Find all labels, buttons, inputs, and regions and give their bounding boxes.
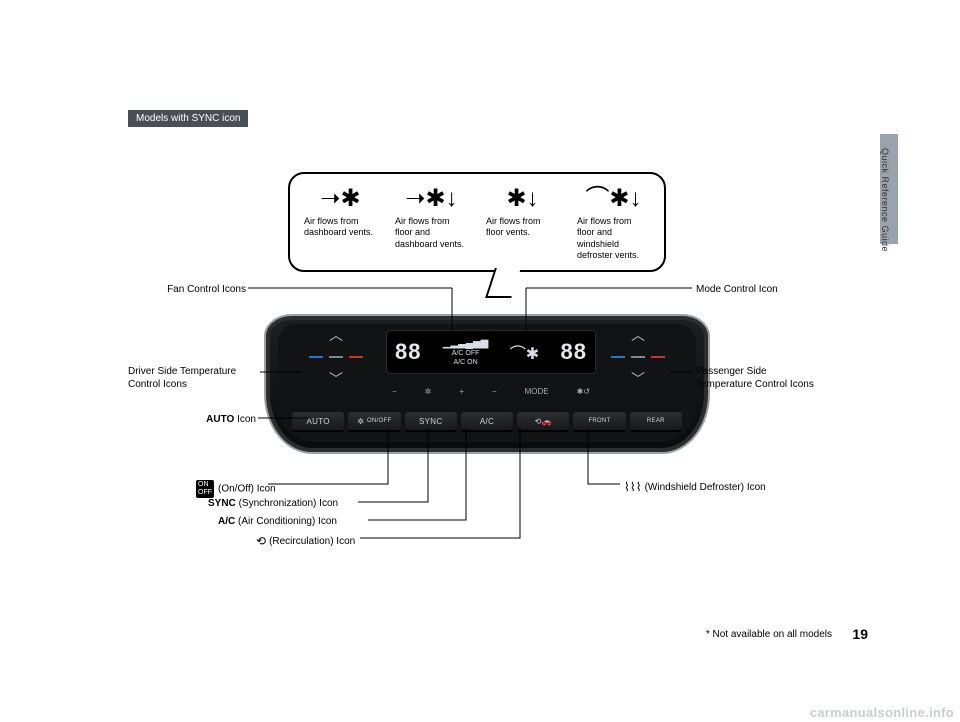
label-fan-control: Fan Control Icons [150,284,246,297]
page-number: 19 [852,626,868,642]
fan-icon: ✲ [357,417,364,426]
mode-floor-defrost-label: Air flows from floor and windshield defr… [577,216,650,261]
auto-button[interactable]: AUTO [292,412,344,432]
label-sync-rest: (Synchronization) Icon [236,498,338,509]
button-row: AUTO ✲ ON/OFF SYNC A/C ⟲🚗 FRONT REAR [292,410,682,434]
mode-floor-label: Air flows from floor vents. [486,216,559,239]
rear-defrost-label: REAR [647,418,665,424]
chevron-up-icon: ︿ [631,330,645,340]
sync-button[interactable]: SYNC [405,412,457,432]
mode-cycle-icon[interactable]: ✱↺ [577,387,590,396]
display-center: ▁▂▃▄▅▆ A/C OFF A/C ON [443,338,489,366]
mode-label: MODE [525,387,549,396]
label-auto-rest: Icon [234,414,256,425]
label-auto: AUTO Icon [180,414,256,427]
passenger-temp-control[interactable]: ︿ ﹀ [594,330,682,384]
onoff-button-label: ON/OFF [367,418,391,424]
label-sync: SYNC (Synchronization) Icon [208,498,338,511]
climate-display: 88 ▁▂▃▄▅▆ A/C OFF A/C ON ⌒✱ 88 [386,330,596,374]
rear-defrost-button[interactable]: REAR [630,412,682,432]
fan-icon: ✲ [425,387,432,396]
chevron-down-icon: ﹀ [631,374,645,384]
model-tag: Models with SYNC icon [128,110,248,127]
driver-temp-control[interactable]: ︿ ﹀ [292,330,380,384]
label-defrost-text: (Windshield Defroster) Icon [645,482,766,493]
mode-display-icon: ⌒✱ [510,340,539,364]
label-recirc: ⟲(Recirculation) Icon [256,534,355,549]
label-driver-temp: Driver Side Temperature Control Icons [128,366,258,391]
climate-panel-inner: ︿ ﹀ 88 ▁▂▃▄▅▆ A/C OFF A/C ON ⌒✱ 88 ︿ ﹀ [278,324,696,442]
label-recirc-text: (Recirculation) Icon [269,536,355,547]
onoff-icon: ONOFF [196,480,214,498]
front-defrost-label: FRONT [588,418,610,424]
recirc-button[interactable]: ⟲🚗 [517,412,569,432]
plus-icon[interactable]: + [459,387,464,396]
minus-icon[interactable]: − [492,387,497,396]
temp-scale-left [308,351,364,363]
mode-bilevel-label: Air flows from floor and dashboard vents… [395,216,468,250]
vent-floor-icon: ✱↓ [506,184,538,214]
minus-icon[interactable]: − [392,387,397,396]
label-defrost: ⌇⌇⌇(Windshield Defroster) Icon [624,480,766,495]
label-sync-bold: SYNC [208,498,236,509]
chevron-up-icon: ︿ [329,330,343,340]
temp-scale-right [610,351,666,363]
driver-temp-value: 88 [395,339,421,365]
manual-page: Quick Reference Guide Models with SYNC i… [88,88,880,648]
chevron-down-icon: ﹀ [329,374,343,384]
ac-off-text: A/C OFF [443,350,489,358]
climate-panel: ︿ ﹀ 88 ▁▂▃▄▅▆ A/C OFF A/C ON ⌒✱ 88 ︿ ﹀ [264,314,710,454]
side-section-title: Quick Reference Guide [880,148,890,252]
mode-floor-defrost: ⌒✱↓ Air flows from floor and windshield … [577,184,650,260]
mid-controls: − ✲ + − MODE ✱↺ [386,378,596,404]
watermark: carmanualsonline.info [810,705,954,720]
label-ac: A/C (Air Conditioning) Icon [218,516,337,529]
label-ac-bold: A/C [218,516,235,527]
label-ac-rest: (Air Conditioning) Icon [235,516,337,527]
label-auto-bold: AUTO [206,414,234,425]
front-defrost-button[interactable]: FRONT [573,412,625,432]
mode-floor: ✱↓ Air flows from floor vents. [486,184,559,260]
fan-bars-icon: ▁▂▃▄▅▆ [443,338,489,349]
vent-floor-defrost-icon: ⌒✱↓ [585,184,641,214]
footnote: * Not available on all models [706,629,832,640]
label-mode-control: Mode Control Icon [696,284,778,297]
defrost-icon: ⌇⌇⌇ [624,480,642,495]
recirc-icon: ⟲ [256,534,266,549]
mode-bilevel: ➝✱↓ Air flows from floor and dashboard v… [395,184,468,260]
ac-on-text: A/C ON [443,359,489,367]
label-onoff: ONOFF (On/Off) Icon [196,480,276,498]
mode-dashboard: ➝✱ Air flows from dashboard vents. [304,184,377,260]
vent-face-icon: ➝✱ [320,184,360,214]
recirc-icon: ⟲🚗 [535,417,552,426]
label-onoff-text: (On/Off) Icon [218,484,276,495]
vent-bilevel-icon: ➝✱↓ [405,184,457,214]
mode-explainer-callout: ➝✱ Air flows from dashboard vents. ➝✱↓ A… [288,172,666,272]
passenger-temp-value: 88 [560,339,586,365]
mode-dashboard-label: Air flows from dashboard vents. [304,216,377,239]
ac-button[interactable]: A/C [461,412,513,432]
label-pass-temp: Passenger Side Temperature Control Icons [696,366,820,391]
onoff-button[interactable]: ✲ ON/OFF [348,412,400,432]
